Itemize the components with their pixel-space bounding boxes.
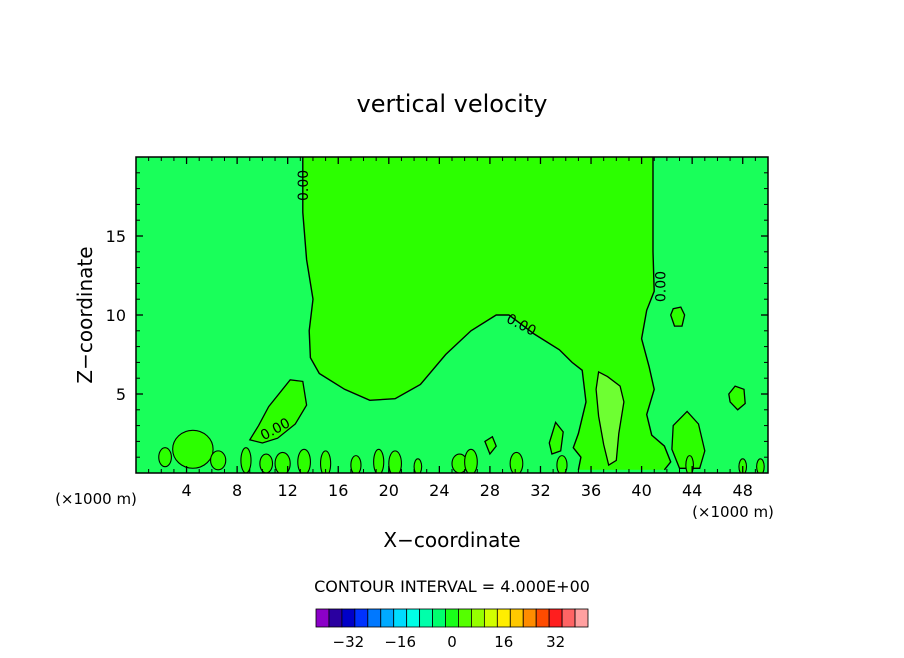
positive-cell [671, 410, 706, 469]
colorbar-cell [354, 608, 369, 628]
x-tick-label: 24 [429, 481, 449, 500]
surface-cell [350, 455, 362, 473]
contour-layer: 0.000.000.000.00 [158, 157, 765, 473]
surface-cell [756, 458, 765, 473]
colorbar-tick-label: −16 [384, 633, 416, 651]
positive-cell [484, 435, 497, 456]
colorbar-cell [367, 608, 382, 628]
plot-area: 0.000.000.000.004 8 12 16 20 24 28 32 36 40 44 4851… [106, 156, 769, 500]
x-tick-label: 32 [530, 481, 550, 500]
x-tick-label: 8 [232, 481, 242, 500]
x-tick-label: 44 [682, 481, 702, 500]
colorbar-cell [315, 608, 330, 628]
positive-cell [248, 379, 308, 444]
chart-title: vertical velocity [357, 90, 548, 118]
strong-cell [595, 370, 625, 467]
x-tick-label: 28 [480, 481, 500, 500]
positive-cell [670, 306, 686, 327]
colorbar: −32 −16 0 16 32 [315, 608, 589, 651]
x-tick-label: 48 [733, 481, 753, 500]
colorbar-cell [380, 608, 395, 628]
surface-cell [158, 447, 172, 468]
colorbar-tick-label: −32 [333, 633, 365, 651]
colorbar-cell [341, 608, 356, 628]
surface-cell [319, 450, 332, 473]
zero-contour-line [640, 157, 672, 471]
updraft-region [302, 157, 671, 470]
x-tick-label: 36 [581, 481, 601, 500]
contour-interval-label: CONTOUR INTERVAL = 4.000E+00 [314, 577, 590, 596]
colorbar-cell [328, 608, 343, 628]
x-tick-label: 16 [328, 481, 348, 500]
y-tick-label: 5 [116, 385, 126, 404]
colorbar-cell [458, 608, 472, 628]
surface-cell [172, 429, 214, 469]
positive-cell [728, 385, 746, 411]
x-tick-label: 20 [379, 481, 399, 500]
x-unit-label: (×1000 m) [692, 503, 774, 521]
colorbar-tick-label: 32 [546, 633, 565, 651]
surface-cell [464, 448, 478, 473]
positive-cell [548, 421, 564, 455]
y-tick-label: 15 [106, 227, 126, 246]
surface-cell [509, 451, 524, 473]
y-unit-label: (×1000 m) [55, 490, 137, 508]
colorbar-cell [509, 608, 524, 628]
surface-cell [297, 448, 311, 473]
surface-cell [373, 448, 385, 473]
colorbar-cell [574, 608, 589, 628]
y-tick-label: 10 [106, 306, 126, 325]
surface-cell [388, 450, 402, 473]
colorbar-cell [406, 608, 421, 628]
colorbar-cell [419, 608, 433, 628]
x-axis-label: X−coordinate [383, 528, 520, 552]
colorbar-cell [393, 608, 408, 628]
colorbar-cell [522, 608, 537, 628]
surface-cell [738, 458, 748, 473]
colorbar-cell [496, 608, 511, 628]
colorbar-tick-label: 0 [447, 633, 457, 651]
zero-contour-line [302, 157, 587, 470]
colorbar-cell [445, 608, 459, 628]
contour-label: 0.00 [296, 170, 312, 201]
surface-cell [556, 455, 568, 473]
colorbar-cell [548, 608, 563, 628]
colorbar-cell [561, 608, 576, 628]
colorbar-cell [535, 608, 550, 628]
colorbar-cell [432, 608, 446, 628]
colorbar-cell [483, 608, 498, 628]
colorbar-tick-label: 16 [494, 633, 513, 651]
x-tick-label: 4 [181, 481, 191, 500]
colorbar-cell [471, 608, 485, 628]
surface-cell [274, 451, 291, 473]
y-axis-label: Z−coordinate [73, 246, 97, 383]
surface-cell [413, 458, 423, 473]
x-tick-label: 12 [278, 481, 298, 500]
x-tick-label: 40 [631, 481, 651, 500]
surface-cell [259, 453, 274, 473]
contour-label: 0.00 [654, 271, 670, 302]
surface-cell [210, 450, 227, 471]
